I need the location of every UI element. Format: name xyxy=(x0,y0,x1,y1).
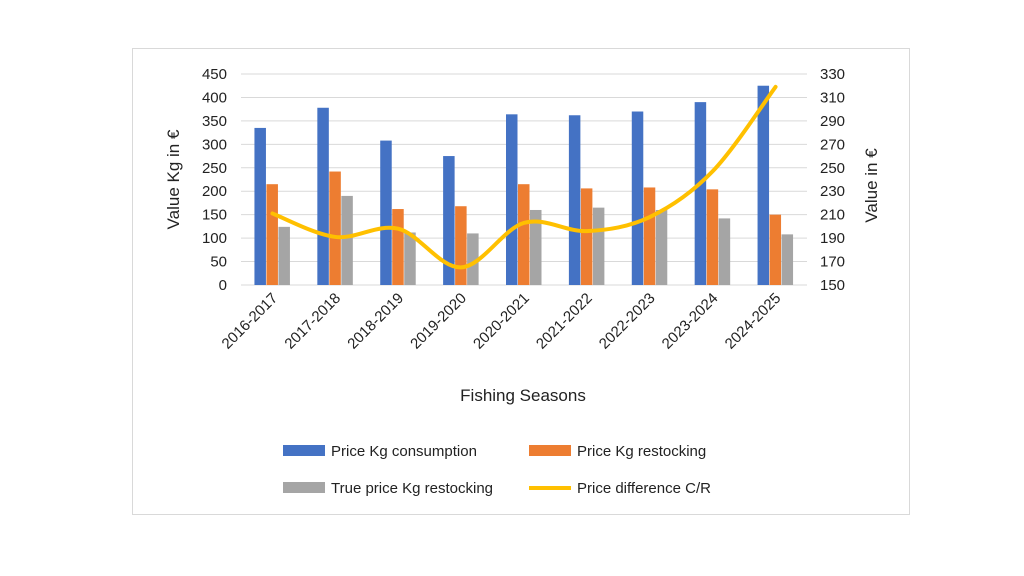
x-tick-label: 2023-2024 xyxy=(659,290,722,353)
chart-svg: 0 50 100 150 200 250 300 350 400 450 150 170 190 210… xyxy=(164,66,881,497)
y-tick-label: 400 xyxy=(202,89,227,106)
y2-axis-title: Value in € xyxy=(862,148,881,223)
x-axis-title: Fishing Seasons xyxy=(460,386,586,405)
y-tick-label: 150 xyxy=(202,207,227,224)
bar-2 xyxy=(518,184,530,285)
bar-1 xyxy=(757,85,770,285)
y-tick-label: 0 xyxy=(219,277,227,294)
bar-2 xyxy=(455,206,467,285)
y2-tick-label: 290 xyxy=(820,113,845,130)
y-tick-label: 100 xyxy=(202,230,227,247)
bar-3 xyxy=(530,209,542,285)
y-tick-label: 250 xyxy=(202,160,227,177)
bars xyxy=(254,85,794,285)
bar-2 xyxy=(643,187,656,285)
legend-swatch xyxy=(529,445,571,456)
bar-1 xyxy=(443,156,455,285)
bar-2 xyxy=(329,171,341,285)
legend-label: Price Kg restocking xyxy=(577,443,706,460)
y2-tick-label: 150 xyxy=(820,277,845,294)
y2-tick-label: 250 xyxy=(820,160,845,177)
x-tick-label: 2022-2023 xyxy=(596,290,659,353)
y2-axis-ticks: 150 170 190 210 230 250 270 290 310 330 xyxy=(820,66,845,294)
bar-3 xyxy=(592,207,605,285)
legend: Price Kg consumption Price Kg restocking T… xyxy=(283,443,711,497)
chart-frame: 0 50 100 150 200 250 300 350 400 450 150 170 190 210… xyxy=(132,48,910,515)
x-axis-ticks: 2016-2017 2017-2018 2018-2019 2019-2020 2020… xyxy=(219,290,785,353)
y-tick-label: 350 xyxy=(202,113,227,130)
bar-2 xyxy=(580,188,593,285)
bar-2 xyxy=(266,184,278,285)
y2-tick-label: 190 xyxy=(820,230,845,247)
y-axis-title: Value Kg in € xyxy=(164,129,183,229)
legend-label: Price Kg consumption xyxy=(331,443,477,460)
y2-tick-label: 330 xyxy=(820,66,845,83)
bar-1 xyxy=(631,111,644,285)
y2-tick-label: 210 xyxy=(820,207,845,224)
line-series xyxy=(270,84,778,270)
x-tick-label: 2020-2021 xyxy=(470,290,533,353)
x-tick-label: 2018-2019 xyxy=(344,290,407,353)
bar-3 xyxy=(655,209,668,285)
y2-tick-label: 270 xyxy=(820,136,845,153)
bar-3 xyxy=(467,233,479,285)
bar-3 xyxy=(404,232,416,285)
x-tick-label: 2017-2018 xyxy=(281,290,344,353)
bar-1 xyxy=(380,140,392,285)
legend-swatch xyxy=(283,445,325,456)
bar-3 xyxy=(781,234,794,285)
y2-tick-label: 230 xyxy=(820,183,845,200)
bar-2 xyxy=(769,214,782,285)
bar-3 xyxy=(278,226,290,285)
bar-2 xyxy=(392,209,404,285)
bar-1 xyxy=(254,127,266,285)
y-tick-label: 200 xyxy=(202,183,227,200)
legend-label: True price Kg restocking xyxy=(331,480,493,497)
bar-1 xyxy=(694,102,707,285)
x-tick-label: 2024-2025 xyxy=(722,290,785,353)
x-tick-label: 2019-2020 xyxy=(407,290,470,353)
bar-2 xyxy=(706,189,719,285)
y-tick-label: 300 xyxy=(202,136,227,153)
y2-tick-label: 310 xyxy=(820,89,845,106)
bar-1 xyxy=(506,114,518,285)
x-tick-label: 2021-2022 xyxy=(533,290,596,353)
y2-tick-label: 170 xyxy=(820,254,845,271)
x-tick-label: 2016-2017 xyxy=(219,290,282,353)
y-axis-ticks: 0 50 100 150 200 250 300 350 400 450 xyxy=(202,66,227,294)
bar-3 xyxy=(341,195,353,285)
y-tick-label: 50 xyxy=(210,254,227,271)
y-tick-label: 450 xyxy=(202,66,227,83)
legend-swatch xyxy=(283,482,325,493)
bar-1 xyxy=(568,115,581,285)
bar-1 xyxy=(317,107,329,285)
bar-3 xyxy=(718,218,731,285)
legend-label: Price difference C/R xyxy=(577,480,711,497)
